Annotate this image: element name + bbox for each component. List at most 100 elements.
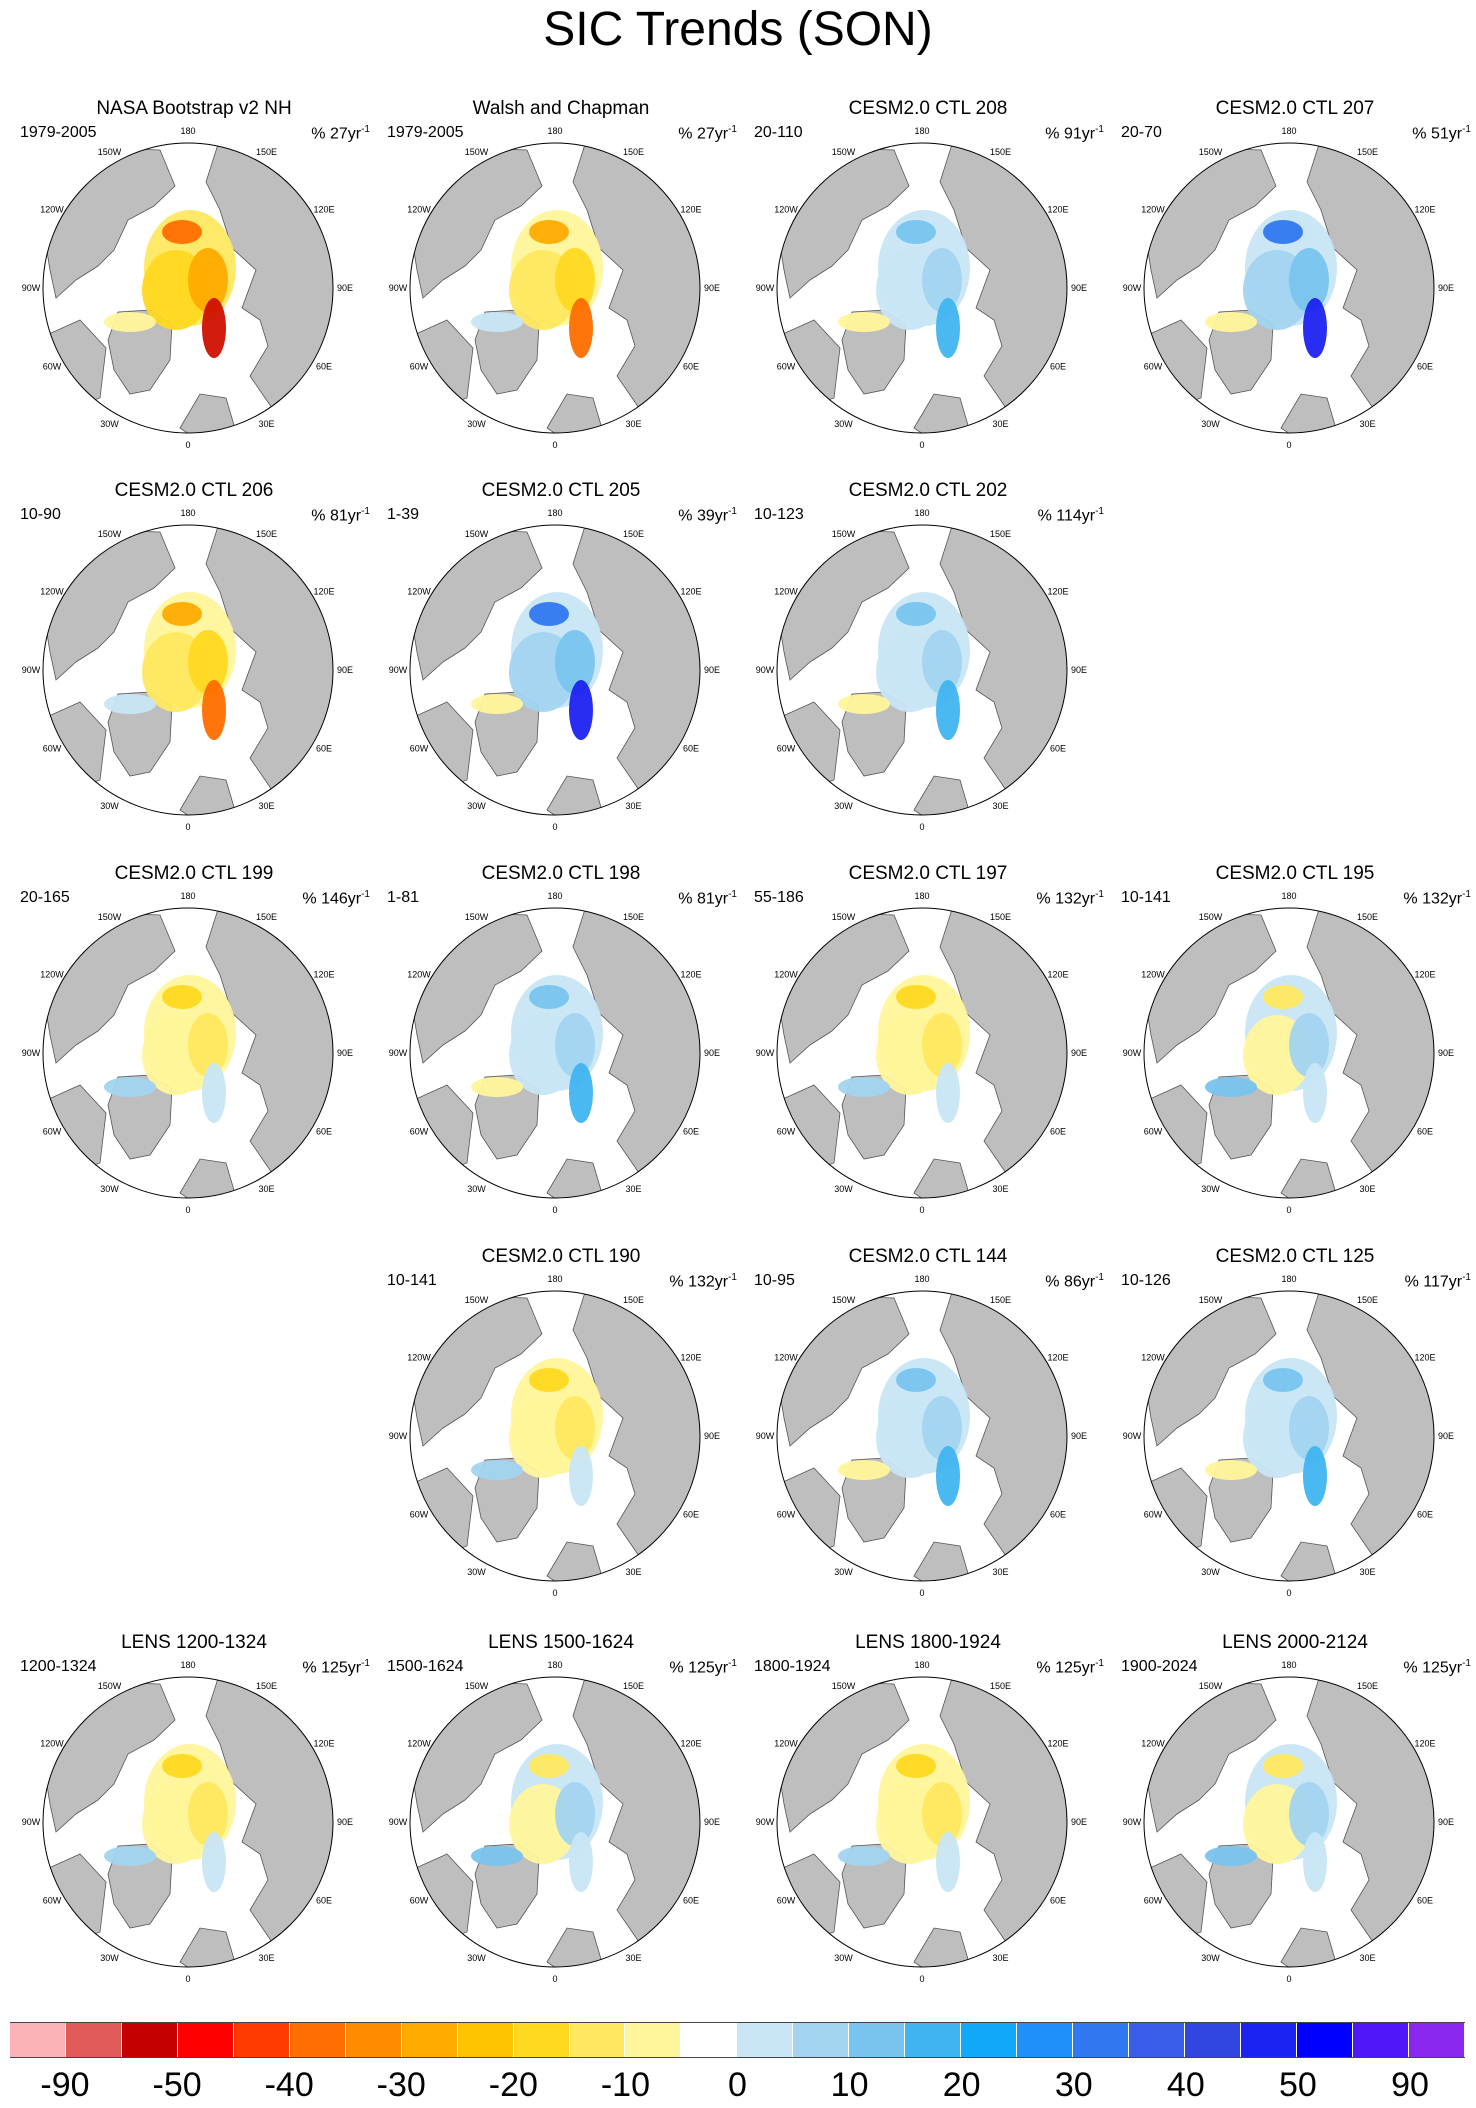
longitude-label: 90E — [337, 665, 353, 675]
longitude-label: 150E — [623, 912, 644, 922]
longitude-label: 60W — [777, 1510, 796, 1520]
longitude-label: 60W — [777, 1127, 796, 1137]
longitude-label: 150W — [465, 912, 489, 922]
land — [1280, 1541, 1338, 1581]
longitude-label: 180 — [547, 508, 562, 518]
polar-map: 180 150E 120E 90E 60E 30E 0 30W 60W 90W 120W 150W — [389, 891, 720, 1215]
longitude-label: 30W — [1201, 419, 1220, 429]
panel-rate: % 132yr-1 — [1403, 889, 1471, 908]
sic-trend-region — [569, 1063, 593, 1123]
panel-rate: % 146yr-1 — [302, 889, 370, 908]
longitude-label: 150W — [98, 147, 122, 157]
panel-range: 1979-2005 — [387, 124, 464, 141]
panel-title: NASA Bootstrap v2 NH — [96, 98, 292, 119]
longitude-label: 120W — [407, 587, 431, 597]
panel-rate-exponent: -1 — [1462, 124, 1471, 135]
longitude-label: 150E — [990, 1295, 1011, 1305]
longitude-label: 150W — [1199, 1295, 1223, 1305]
longitude-label: 120W — [774, 205, 798, 215]
longitude-label: 90W — [1123, 1048, 1142, 1058]
colorbar-label: -90 — [40, 2066, 90, 2104]
panel-rate: % 132yr-1 — [669, 1272, 737, 1291]
land — [1280, 1158, 1338, 1198]
longitude-label: 60E — [683, 362, 699, 372]
panel-title: CESM2.0 CTL 208 — [848, 98, 1008, 119]
longitude-label: 150W — [1199, 147, 1223, 157]
longitude-label: 30W — [1201, 1184, 1220, 1194]
longitude-label: 0 — [1286, 1205, 1291, 1215]
land — [179, 775, 237, 815]
panel-title: CESM2.0 CTL 202 — [848, 480, 1008, 501]
longitude-label: 90E — [1071, 1431, 1087, 1441]
panel-rate-exponent: -1 — [728, 1658, 737, 1669]
longitude-label: 0 — [185, 1205, 190, 1215]
panel-range: 1900-2024 — [1121, 1658, 1198, 1675]
colorbar-swatch — [121, 2023, 178, 2057]
sic-trend-region — [569, 298, 593, 358]
sic-trend-region — [896, 602, 936, 626]
longitude-label: 30E — [625, 801, 641, 811]
longitude-label: 180 — [914, 891, 929, 901]
panel-rate-exponent: -1 — [1462, 889, 1471, 900]
longitude-label: 30W — [100, 419, 119, 429]
sic-trend-region — [1205, 1460, 1257, 1480]
colorbar-swatch — [625, 2023, 682, 2057]
longitude-label: 30W — [467, 801, 486, 811]
colorbar-swatch — [457, 2023, 514, 2057]
longitude-label: 90E — [1071, 283, 1087, 293]
sic-trend-region — [202, 1063, 226, 1123]
longitude-label: 60W — [43, 362, 62, 372]
map-border — [42, 1676, 334, 1968]
longitude-label: 120E — [1414, 205, 1435, 215]
map-panel: 180 150E 120E 90E 60E 30E 0 30W 60W 90W 120W 150W Wa… — [377, 98, 745, 468]
polar-map: 180 150E 120E 90E 60E 30E 0 30W 60W 90W 120W 150W — [22, 891, 353, 1215]
longitude-label: 90W — [1123, 1431, 1142, 1441]
panel-rate: % 91yr-1 — [1045, 124, 1104, 143]
colorbar-swatch — [681, 2023, 738, 2057]
longitude-label: 90E — [337, 283, 353, 293]
longitude-label: 150E — [256, 147, 277, 157]
longitude-label: 60W — [410, 1896, 429, 1906]
map-panel: 180 150E 120E 90E 60E 30E 0 30W 60W 90W 120W 150W CE… — [377, 1246, 745, 1616]
longitude-label: 180 — [1281, 1660, 1296, 1670]
polar-map: 180 150E 120E 90E 60E 30E 0 30W 60W 90W 120W 150W — [389, 126, 720, 450]
longitude-label: 120W — [407, 1739, 431, 1749]
longitude-label: 90W — [1123, 1817, 1142, 1827]
longitude-label: 60E — [683, 1510, 699, 1520]
longitude-label: 90W — [22, 1817, 41, 1827]
panel-title: CESM2.0 CTL 207 — [1215, 98, 1375, 119]
panel-rate: % 86yr-1 — [1045, 1272, 1104, 1291]
sic-trend-region — [1289, 248, 1329, 312]
colorbar-swatch — [10, 2023, 66, 2057]
map-border — [42, 142, 334, 434]
map-panel: 180 150E 120E 90E 60E 30E 0 30W 60W 90W 120W 150W CE… — [377, 863, 745, 1233]
longitude-label: 120W — [40, 970, 64, 980]
longitude-label: 30W — [834, 419, 853, 429]
colorbar-swatch — [513, 2023, 570, 2057]
panel-rate-exponent: -1 — [728, 1272, 737, 1283]
longitude-label: 90E — [704, 283, 720, 293]
colorbar-swatch — [1129, 2023, 1186, 2057]
longitude-label: 120E — [1047, 205, 1068, 215]
panel-rate-exponent: -1 — [361, 889, 370, 900]
sic-trend-region — [162, 985, 202, 1009]
sic-trend-region — [555, 1013, 595, 1077]
longitude-label: 60E — [316, 744, 332, 754]
longitude-label: 30E — [1359, 419, 1375, 429]
longitude-label: 60E — [1050, 744, 1066, 754]
longitude-label: 60W — [410, 744, 429, 754]
sic-trend-region — [555, 630, 595, 694]
map-panel: 180 150E 120E 90E 60E 30E 0 30W 60W 90W 120W 150W CE… — [377, 480, 745, 850]
longitude-label: 90E — [1071, 1048, 1087, 1058]
sic-trend-region — [188, 1782, 228, 1846]
panel-range: 10-141 — [387, 1272, 437, 1289]
panel-title: CESM2.0 CTL 205 — [481, 480, 641, 501]
longitude-label: 0 — [185, 822, 190, 832]
panel-rate-exponent: -1 — [1095, 1658, 1104, 1669]
sic-trend-region — [896, 985, 936, 1009]
map-border — [776, 1676, 1068, 1968]
panel-range: 20-165 — [20, 889, 70, 906]
panel-range: 1800-1924 — [754, 1658, 831, 1675]
longitude-label: 60E — [683, 1896, 699, 1906]
panel-rate-exponent: -1 — [1095, 124, 1104, 135]
